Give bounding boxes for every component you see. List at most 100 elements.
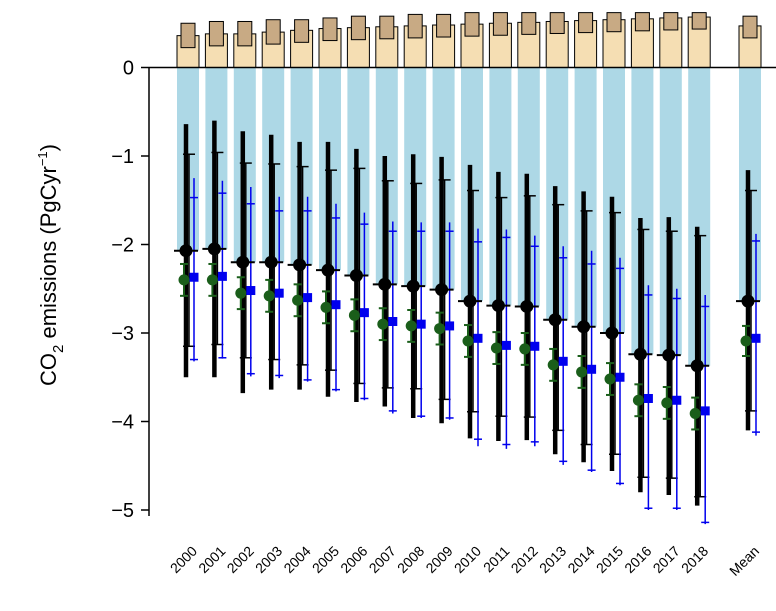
source-cap-2007: [379, 15, 395, 40]
source-cap-2012: [521, 12, 537, 35]
source-cap-2006: [350, 15, 366, 41]
x-tick-label-2005: 2005: [309, 543, 342, 576]
y-axis-title-suffix: ): [36, 144, 61, 151]
x-tick-label-2006: 2006: [337, 543, 370, 576]
sink-bar-2018: [688, 67, 711, 366]
black-point-2014: [577, 320, 591, 334]
blue-point-2011: [501, 340, 511, 350]
green-point-2001: [206, 274, 218, 286]
black-point-2007: [378, 277, 392, 291]
y-tick-label-2: −2: [111, 235, 134, 257]
blue-point-2009: [445, 321, 455, 331]
blue-point-2006: [359, 308, 369, 318]
sink-bar-2017: [659, 67, 682, 356]
blue-point-2010: [473, 333, 483, 343]
source-cap-2015: [606, 12, 622, 33]
source-cap-2011: [492, 12, 508, 36]
green-point-2003: [263, 290, 275, 302]
y-tick-label-4: −4: [111, 412, 134, 434]
y-axis-title: CO2 emissions (PgCyr−1): [35, 144, 67, 386]
black-point-2005: [321, 263, 335, 277]
x-tick-label-2013: 2013: [536, 543, 569, 576]
green-point-2007: [377, 318, 389, 330]
x-tick-label-2012: 2012: [508, 543, 541, 576]
x-tick-label-2016: 2016: [621, 543, 654, 576]
green-point-2005: [320, 301, 332, 313]
black-point-2001: [207, 242, 221, 256]
x-tick-label-2004: 2004: [280, 543, 313, 576]
green-point-2014: [576, 366, 588, 378]
source-cap-2002: [237, 20, 253, 47]
source-cap-2004: [294, 19, 310, 43]
source-cap-2013: [549, 12, 565, 34]
x-tick-labels: 2000200120022003200420052006200720082009…: [167, 543, 762, 579]
black-point-2015: [605, 326, 619, 340]
blue-point-2003: [274, 288, 284, 298]
blue-point-2017: [672, 395, 682, 405]
green-point-2000: [178, 274, 190, 286]
green-point-2002: [235, 287, 247, 299]
black-point-Mean: [741, 294, 755, 308]
black-point-2017: [662, 348, 676, 362]
x-tick-label-2007: 2007: [366, 543, 399, 576]
blue-point-2004: [303, 293, 313, 303]
blue-point-Mean: [751, 333, 761, 343]
blue-point-2018: [700, 406, 710, 416]
source-cap-2016: [634, 12, 650, 32]
blue-point-2015: [615, 372, 625, 382]
source-cap-2017: [663, 12, 679, 31]
black-point-2002: [236, 255, 250, 269]
green-point-2011: [490, 342, 502, 354]
y-axis: 0 −1 −2 −3 −4 −5: [111, 58, 150, 522]
x-tick-label-2008: 2008: [394, 543, 427, 576]
sink-bar-2016: [631, 67, 654, 355]
green-point-2013: [547, 359, 559, 371]
y-tick-label-5: −5: [111, 500, 134, 522]
y-axis-title-subscript: 2: [50, 345, 67, 353]
x-tick-label-2011: 2011: [480, 543, 513, 576]
green-point-2017: [661, 397, 673, 409]
x-tick-label-2014: 2014: [564, 543, 597, 576]
x-tick-label-2015: 2015: [593, 543, 626, 576]
source-cap-2018: [691, 12, 707, 30]
green-point-2016: [632, 394, 644, 406]
x-tick-label-2018: 2018: [678, 543, 711, 576]
source-cap-2000: [180, 22, 196, 49]
green-point-2008: [405, 320, 417, 332]
black-point-2003: [264, 255, 278, 269]
blue-point-2005: [331, 300, 341, 310]
x-tick-label-2003: 2003: [252, 543, 285, 576]
black-point-2018: [690, 359, 704, 373]
y-axis-title-superscript: −1: [35, 151, 50, 166]
source-cap-2009: [436, 13, 452, 38]
green-point-2006: [348, 309, 360, 321]
blue-point-2014: [587, 364, 597, 374]
source-cap-2003: [265, 19, 281, 45]
black-point-2000: [179, 244, 193, 258]
y-axis-title-middle: emissions (PgCyr: [36, 166, 61, 344]
y-tick-label-3: −3: [111, 323, 134, 345]
black-point-2008: [406, 279, 420, 293]
green-point-2012: [519, 343, 531, 355]
blue-point-2002: [246, 286, 256, 296]
x-tick-label-2017: 2017: [650, 543, 683, 576]
black-point-2004: [293, 258, 307, 272]
x-tick-label-2009: 2009: [422, 543, 455, 576]
black-point-2006: [349, 268, 363, 282]
black-point-2010: [463, 294, 477, 308]
x-tick-label-Mean: Mean: [726, 543, 762, 579]
x-tick-label-2001: 2001: [195, 543, 228, 576]
black-point-2013: [548, 313, 562, 327]
black-point-2011: [491, 299, 505, 313]
y-axis-title-prefix: CO: [36, 353, 61, 386]
green-point-2004: [292, 294, 304, 306]
source-cap-2010: [464, 12, 480, 37]
blue-point-2008: [416, 319, 426, 329]
x-tick-label-2002: 2002: [224, 543, 257, 576]
blue-point-2007: [388, 316, 398, 326]
green-point-Mean: [740, 335, 752, 347]
blue-point-2013: [558, 356, 568, 366]
green-point-2010: [462, 335, 474, 347]
source-cap-2005: [322, 17, 338, 42]
